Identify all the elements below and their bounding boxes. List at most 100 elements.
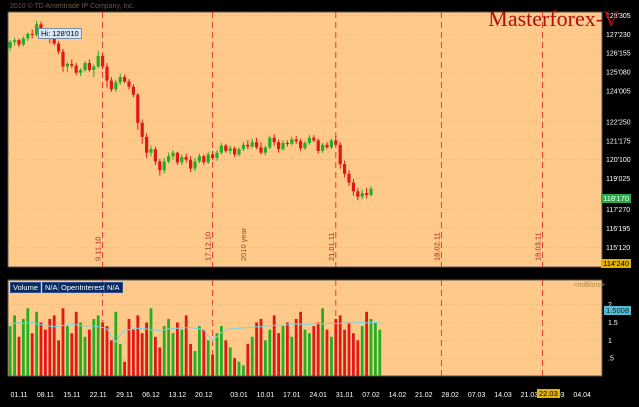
volume-bar bbox=[294, 318, 298, 376]
divider-label: 17.12.10 bbox=[204, 232, 213, 261]
volume-bar bbox=[312, 326, 316, 376]
candle-body bbox=[343, 164, 347, 174]
volume-bar bbox=[299, 311, 302, 376]
y-tick-label: 126'155 bbox=[606, 51, 631, 58]
volume-bar bbox=[347, 322, 351, 376]
volume-bar bbox=[114, 311, 118, 376]
volume-bar bbox=[39, 322, 43, 376]
divider-label: 9.11.10 bbox=[94, 237, 103, 261]
candle-body bbox=[277, 142, 281, 150]
volume-bar bbox=[176, 322, 179, 376]
candle-body bbox=[127, 81, 131, 87]
candle-body bbox=[351, 182, 355, 192]
candle-body bbox=[290, 139, 294, 144]
open-interest-label[interactable]: OpenInterest bbox=[58, 282, 108, 293]
volume-panel: 21.51.5 bbox=[7, 279, 618, 377]
volume-bar bbox=[52, 315, 56, 376]
candle-body bbox=[255, 142, 259, 148]
candle-body bbox=[193, 161, 197, 169]
copyright-notice: 2010 © TD Ameritrade IP Company, Inc. bbox=[10, 3, 135, 10]
volume-bar bbox=[272, 315, 276, 376]
x-tick-label: 31.01 bbox=[336, 392, 354, 399]
y-tick-label: 119'025 bbox=[606, 176, 630, 183]
x-tick-label: 10.01 bbox=[257, 392, 275, 399]
current-volume-badge: 1.5008 bbox=[604, 306, 631, 315]
volume-bar bbox=[369, 318, 373, 376]
candle-body bbox=[123, 77, 127, 82]
y-tick-label: 124'005 bbox=[606, 89, 631, 96]
volume-bar bbox=[224, 340, 228, 376]
x-tick-label: 07.02 bbox=[362, 392, 380, 399]
candle-body bbox=[131, 86, 135, 95]
x-tick-label: 21.02 bbox=[415, 392, 433, 399]
volume-bar bbox=[220, 326, 223, 376]
volume-bar bbox=[44, 329, 47, 376]
volume-bar bbox=[198, 326, 201, 376]
volume-bar bbox=[303, 329, 307, 376]
volume-label[interactable]: Volume bbox=[10, 282, 42, 293]
candle-body bbox=[79, 70, 83, 73]
volume-bar bbox=[92, 318, 96, 376]
candle-body bbox=[365, 193, 369, 195]
volume-bar bbox=[290, 336, 294, 376]
candle-body bbox=[35, 24, 39, 35]
candle-body bbox=[325, 144, 329, 148]
volume-bar bbox=[96, 315, 100, 376]
y-tick-label: 122'250 bbox=[606, 119, 631, 126]
divider-label: 18.02.11 bbox=[432, 232, 441, 261]
candle-body bbox=[321, 144, 325, 151]
volume-bar bbox=[132, 329, 135, 376]
candle-body bbox=[259, 147, 263, 153]
volume-bar bbox=[74, 311, 78, 376]
candle-body bbox=[52, 37, 56, 44]
volume-bar bbox=[145, 322, 148, 376]
y-tick-label: 120'100 bbox=[606, 157, 631, 164]
volume-bar bbox=[83, 336, 87, 376]
candle-body bbox=[92, 66, 96, 71]
x-tick-label: 15.11 bbox=[63, 392, 80, 399]
candle-body bbox=[101, 55, 105, 67]
volume-bar bbox=[22, 318, 25, 376]
volume-bar bbox=[233, 358, 236, 376]
candle-body bbox=[285, 143, 289, 145]
candle-body bbox=[224, 145, 228, 151]
candle-body bbox=[118, 77, 122, 83]
volume-bar bbox=[101, 322, 104, 376]
volume-bar bbox=[242, 365, 245, 376]
candle-body bbox=[145, 136, 149, 153]
candle-body bbox=[316, 140, 320, 151]
candle-body bbox=[272, 137, 276, 143]
candle-body bbox=[61, 51, 65, 67]
candle-body bbox=[74, 65, 78, 73]
brand-watermark: Masterforex-V bbox=[488, 6, 619, 31]
x-tick-label: 08.11 bbox=[37, 392, 54, 399]
volume-bar bbox=[30, 333, 34, 376]
candle-body bbox=[281, 143, 285, 150]
volume-bar bbox=[136, 315, 140, 376]
candle-body bbox=[114, 82, 118, 90]
candle-body bbox=[211, 154, 215, 158]
candle-body bbox=[312, 137, 316, 141]
candle-body bbox=[189, 159, 193, 169]
candle-body bbox=[246, 144, 250, 147]
volume-bar bbox=[286, 322, 289, 376]
candle-body bbox=[65, 63, 69, 67]
volume-bar bbox=[154, 336, 157, 376]
volume-bar bbox=[365, 311, 368, 376]
candle-body bbox=[294, 139, 298, 142]
x-tick-label: 28.02 bbox=[441, 392, 459, 399]
x-tick-label: 29.11 bbox=[116, 392, 133, 399]
candle-body bbox=[356, 191, 360, 197]
candle-body bbox=[26, 33, 30, 39]
volume-bar bbox=[352, 333, 355, 376]
candle-body bbox=[360, 193, 364, 197]
x-tick-label: 07.03 bbox=[468, 392, 486, 399]
volume-bar bbox=[149, 308, 153, 376]
volume-bar bbox=[127, 318, 131, 376]
candle-body bbox=[140, 122, 144, 137]
candle-body bbox=[30, 33, 34, 35]
volume-bar bbox=[202, 329, 206, 376]
volume-bar bbox=[189, 343, 192, 376]
x-tick-label: 04.04 bbox=[573, 392, 591, 399]
